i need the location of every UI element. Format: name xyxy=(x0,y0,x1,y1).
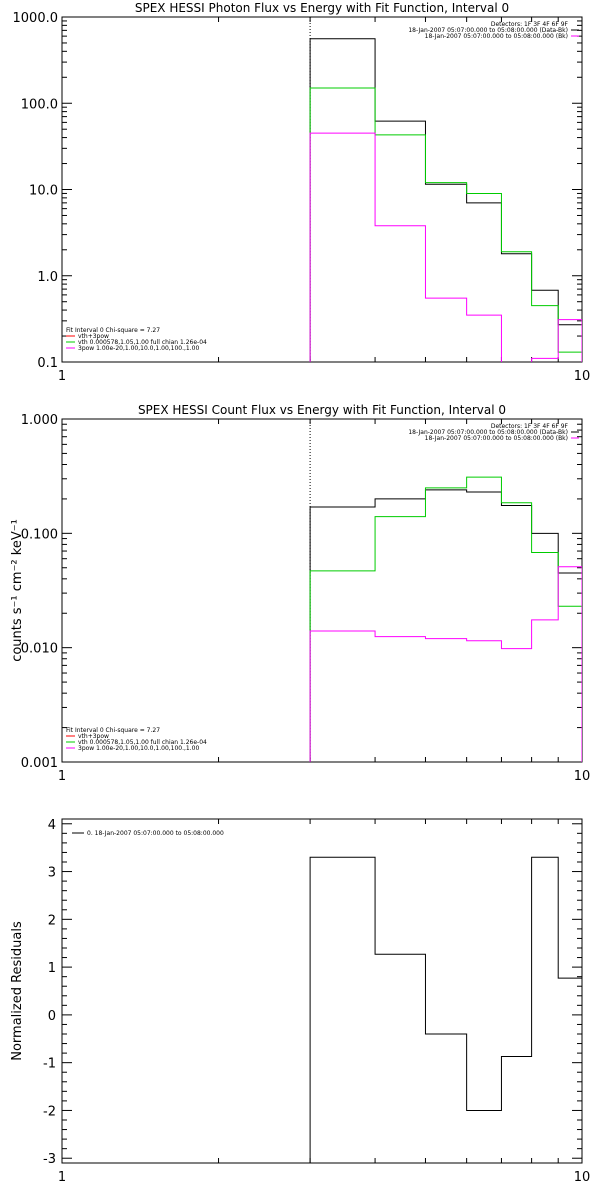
legend-text: 18-Jan-2007 05:07:00.000 to 05:08:00.000… xyxy=(425,435,568,442)
legend-text: vth 0.000578,1.05,1.00 full chian 1.26e-… xyxy=(78,739,207,746)
series-line xyxy=(309,566,582,762)
y-tick-label: 2 xyxy=(48,913,56,928)
y-tick-label: 0.100 xyxy=(21,527,58,542)
y-tick-label: 0.1 xyxy=(37,356,58,371)
y-tick-label: 1.000 xyxy=(21,413,58,428)
legend-text: 0. 18-Jan-2007 05:07:00.000 to 05:08:00.… xyxy=(87,830,224,837)
x-tick-label: 1 xyxy=(58,1170,66,1185)
series-line xyxy=(309,132,582,362)
legend-text: 18-Jan-2007 05:07:00.000 to 05:08:00.000… xyxy=(425,33,568,40)
series-line xyxy=(309,38,582,362)
series-group xyxy=(309,38,582,362)
legend-text: vth 0.000578,1.05,1.00 full chian 1.26e-… xyxy=(78,339,207,346)
legend-text: Detectors: 1F 3F 4F 6F 9F xyxy=(491,423,569,430)
y-tick-label: 100.0 xyxy=(21,97,58,112)
y-tick-label: 1 xyxy=(48,961,56,976)
y-tick-label: 10.0 xyxy=(29,184,58,199)
legend-text: Fit Interval 0 Chi-square = 7.27 xyxy=(66,727,160,734)
x-tick-label: 1 xyxy=(58,369,66,384)
y-tick-label: 3 xyxy=(48,866,56,881)
y-tick-label: 0 xyxy=(48,1009,56,1024)
y-tick-label: 1000.0 xyxy=(13,11,59,26)
legend-text: vth+3pow xyxy=(78,733,109,740)
legend-text: Fit Interval 0 Chi-square = 7.27 xyxy=(66,327,160,334)
x-tick-label: 1 xyxy=(58,769,66,784)
plot-frame xyxy=(61,16,583,363)
x-tick-label: 10 xyxy=(574,369,591,384)
x-tick-label: 10 xyxy=(574,1170,591,1185)
series-line xyxy=(309,87,582,362)
x-tick-label: 10 xyxy=(574,769,591,784)
y-tick-label: -3 xyxy=(43,1152,56,1167)
y-tick-label: 0.010 xyxy=(21,642,58,657)
plot-frame xyxy=(61,818,583,1164)
legend-text: 3pow 1.00e-20,1.00,10.0,1.00,100.,1.00 xyxy=(78,745,199,752)
series-line xyxy=(309,489,582,762)
series-group xyxy=(309,476,582,762)
y-tick-label: -2 xyxy=(43,1104,56,1119)
series-group xyxy=(309,856,582,1163)
y-tick-label: -1 xyxy=(43,1057,56,1072)
y-tick-label: 1.0 xyxy=(37,270,58,285)
legend-text: Detectors: 1F 3F 4F 6F 9F xyxy=(491,21,569,28)
legend-text: 18-Jan-2007 05:07:00.000 to 05:08:00.000… xyxy=(408,27,568,34)
chart-title: SPEX HESSI Photon Flux vs Energy with Fi… xyxy=(135,1,509,15)
y-axis-label: counts s⁻¹ cm⁻² keV⁻¹ xyxy=(10,519,25,662)
plot-frame xyxy=(61,418,583,763)
series-line xyxy=(309,856,582,1163)
legend-text: vth+3pow xyxy=(78,333,109,340)
y-axis-label: Normalized Residuals xyxy=(10,921,25,1061)
y-tick-label: 4 xyxy=(48,818,56,833)
chart-title: SPEX HESSI Count Flux vs Energy with Fit… xyxy=(138,403,506,417)
y-tick-label: 0.001 xyxy=(21,756,58,771)
legend-text: 18-Jan-2007 05:07:00.000 to 05:08:00.000… xyxy=(408,429,568,436)
legend-text: 3pow 1.00e-20,1.00,10.0,1.00,100.,1.00 xyxy=(78,345,199,352)
